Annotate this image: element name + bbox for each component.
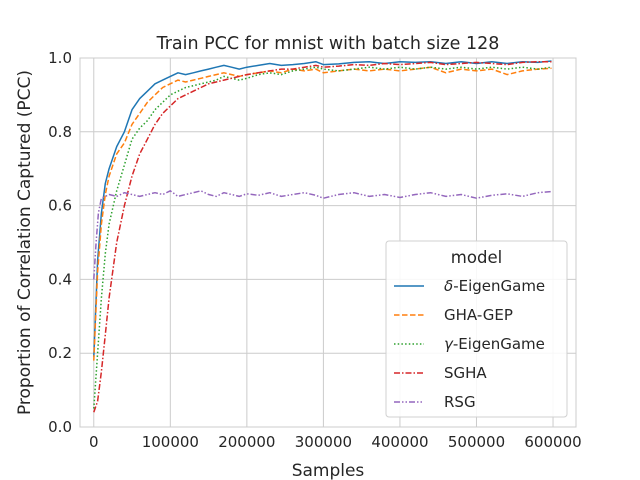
y-tick-label: 0.8 [48, 123, 72, 141]
tick-labels: 0 100000 200000 300000 400000 500000 600000 0.0… [48, 49, 582, 451]
legend-label-symbol: γ [444, 335, 454, 353]
legend-label-text: -EigenGame [453, 277, 545, 295]
legend-label-5: RSG [444, 393, 476, 411]
x-tick-label: 600000 [524, 433, 581, 451]
legend-label-4: SGHA [444, 364, 487, 382]
series-line-4 [93, 60, 552, 413]
x-axis-title: Samples [292, 461, 365, 480]
series-lines [93, 60, 552, 413]
y-tick-label: 0.2 [48, 344, 72, 362]
y-axis-title: Proportion of Correlation Captured (PCC) [15, 70, 35, 415]
legend-title: model [451, 248, 502, 267]
series-line-5 [93, 190, 552, 280]
legend-box [385, 240, 568, 418]
legend: model δ-EigenGameGHA-GEPγ-EigenGameSGHAR… [385, 240, 568, 418]
legend-label-1: δ-EigenGame [444, 277, 545, 295]
x-tick-label: 100000 [142, 433, 199, 451]
y-tick-label: 0.6 [48, 197, 72, 215]
x-tick-label: 0 [89, 433, 99, 451]
legend-label-text: SGHA [444, 364, 487, 382]
series-line-3 [93, 66, 552, 409]
y-tick-label: 1.0 [48, 49, 72, 67]
y-tick-label: 0.4 [48, 270, 72, 288]
legend-label-3: γ-EigenGame [444, 335, 545, 353]
x-tick-label: 200000 [218, 433, 275, 451]
legend-label-text: GHA-GEP [444, 306, 513, 324]
plot-frame [79, 57, 577, 428]
y-tick-label: 0.0 [48, 418, 72, 436]
legend-label-text: RSG [444, 393, 476, 411]
x-tick-label: 300000 [295, 433, 352, 451]
chart-title: Train PCC for mnist with batch size 128 [156, 34, 500, 54]
legend-label-2: GHA-GEP [444, 306, 513, 324]
x-tick-label: 400000 [371, 433, 428, 451]
legend-label-text: -EigenGame [453, 335, 545, 353]
x-tick-label: 500000 [448, 433, 505, 451]
series-line-1 [93, 60, 552, 357]
legend-label-symbol: δ [444, 277, 453, 295]
